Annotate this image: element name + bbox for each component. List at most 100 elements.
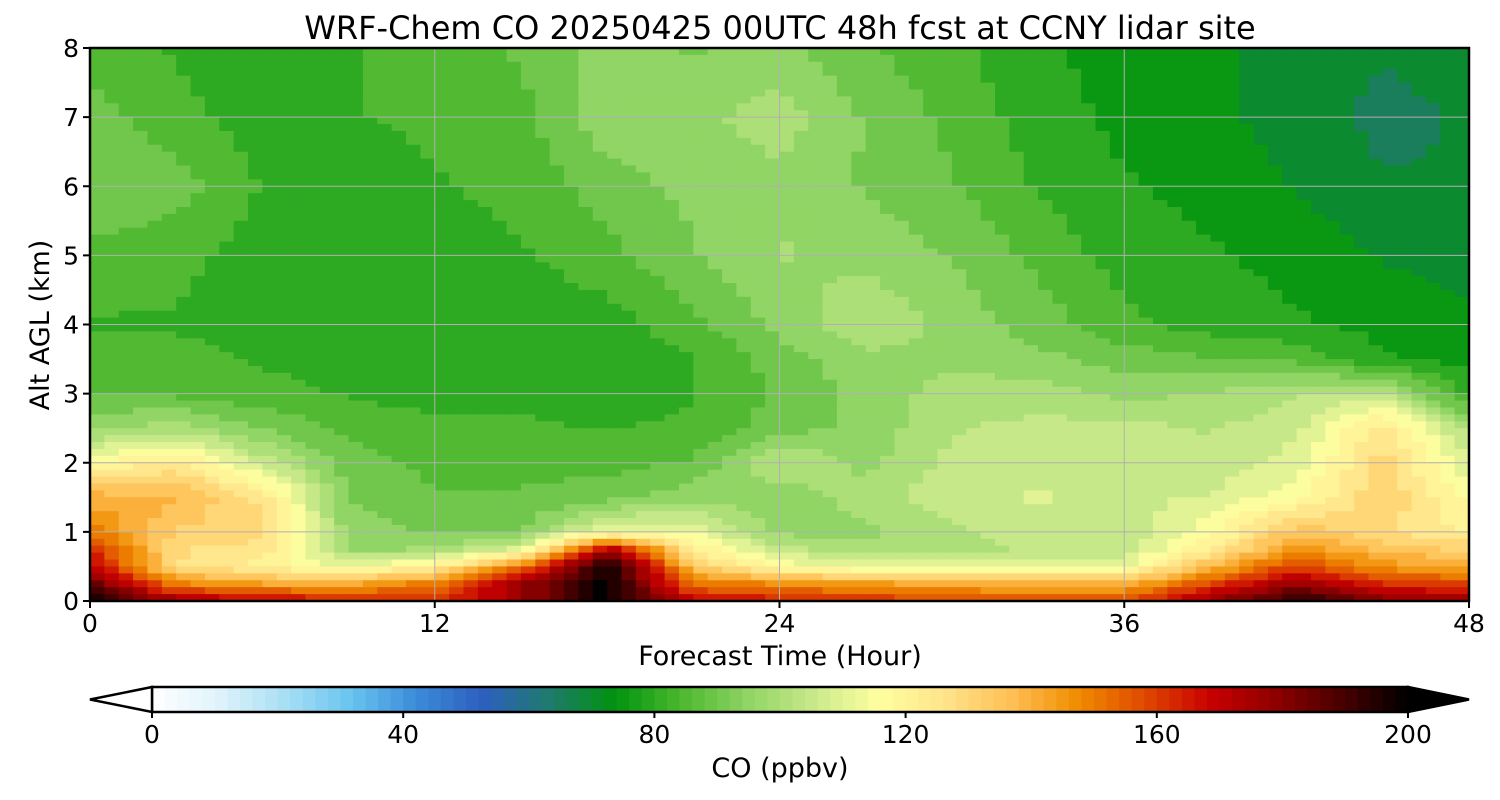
heat-cell: [880, 220, 896, 229]
heat-cell: [951, 234, 967, 243]
heat-cell: [1210, 296, 1226, 305]
heat-cell: [406, 186, 421, 194]
heat-cell: [937, 248, 953, 256]
heat-cell: [1310, 96, 1326, 104]
heat-cell: [104, 345, 120, 353]
heat-cell: [233, 193, 249, 201]
heat-cell: [1339, 372, 1355, 381]
heat-cell: [1095, 400, 1111, 409]
heat-cell: [291, 54, 307, 63]
heat-cell: [1239, 269, 1255, 277]
heat-cell: [1023, 276, 1039, 284]
heat-cell: [1196, 338, 1212, 346]
heat-cell: [233, 303, 249, 312]
heat-cell: [980, 234, 996, 243]
heat-cell: [693, 206, 709, 215]
heat-cell: [923, 82, 939, 91]
heat-cell: [1066, 137, 1082, 146]
heat-cell: [765, 400, 781, 409]
heat-cell: [248, 262, 263, 270]
heat-cell: [118, 130, 134, 139]
heat-cell: [535, 262, 551, 270]
heat-cell: [348, 393, 364, 402]
heat-cell: [1196, 158, 1212, 167]
heat-cell: [722, 89, 737, 97]
heat-cell: [894, 103, 910, 111]
heat-cell: [1253, 241, 1269, 250]
heat-cell: [1425, 213, 1441, 222]
heat-cell: [190, 130, 206, 139]
heat-cell: [1095, 200, 1111, 208]
heat-cell: [104, 61, 120, 70]
heat-cell: [1023, 48, 1039, 56]
heat-cell: [951, 324, 967, 333]
heat-cell: [1081, 61, 1097, 70]
heat-cell: [621, 283, 637, 291]
heat-cell: [348, 269, 364, 277]
heat-cell: [808, 393, 824, 402]
heat-cell: [406, 200, 421, 208]
heat-cell: [1411, 345, 1427, 353]
heat-cell: [621, 213, 637, 222]
heat-cell: [1081, 186, 1097, 194]
heat-cell: [664, 386, 680, 395]
heat-cell: [635, 48, 651, 56]
heat-cell: [319, 331, 335, 339]
heat-cell: [865, 172, 881, 180]
heat-cell: [1066, 220, 1082, 229]
heat-cell: [1310, 124, 1326, 132]
heat-cell: [319, 82, 335, 91]
heat-cell: [1411, 151, 1427, 160]
heat-cell: [276, 276, 292, 284]
heat-cell: [607, 303, 623, 312]
heat-cell: [1095, 372, 1111, 381]
heat-cell: [1253, 165, 1269, 174]
heat-cell: [104, 317, 120, 326]
heat-cell: [1253, 96, 1269, 104]
heat-cell: [1023, 338, 1039, 346]
heat-cell: [880, 338, 896, 346]
heat-cell: [1253, 276, 1269, 284]
heat-cell: [578, 310, 594, 319]
heat-cell: [650, 241, 666, 250]
heat-cell: [966, 393, 982, 402]
heat-cell: [808, 352, 824, 360]
heat-cell: [779, 206, 795, 215]
heat-cell: [176, 144, 192, 153]
heat-cell: [90, 338, 105, 346]
heat-cell: [1339, 241, 1355, 250]
heat-cell: [937, 137, 953, 146]
heat-cell: [1081, 117, 1097, 125]
heat-cell: [607, 68, 623, 77]
heat-cell: [808, 68, 824, 77]
heat-cell: [520, 248, 536, 256]
heat-cell: [1167, 331, 1183, 339]
heat-cell: [133, 407, 149, 415]
heat-cell: [90, 103, 105, 111]
heat-cell: [1109, 345, 1125, 353]
heat-cell: [865, 379, 881, 388]
heat-cell: [1440, 303, 1456, 312]
heat-cell: [463, 82, 479, 91]
heat-cell: [362, 82, 378, 91]
heat-cell: [923, 200, 939, 208]
heat-cell: [420, 158, 436, 167]
heat-cell: [248, 96, 263, 104]
heat-cell: [736, 393, 752, 402]
heat-cell: [1310, 89, 1326, 97]
heat-cell: [994, 227, 1010, 236]
heat-cell: [865, 130, 881, 139]
heat-cell: [908, 338, 924, 346]
heat-cell: [966, 372, 982, 381]
heat-cell: [434, 241, 450, 250]
heat-cell: [449, 68, 465, 77]
heat-cell: [592, 124, 608, 132]
heat-cell: [592, 248, 608, 256]
heat-cell: [1052, 386, 1068, 395]
heat-cell: [90, 82, 105, 91]
heat-cell: [319, 179, 335, 187]
heat-cell: [492, 234, 508, 243]
heat-cell: [851, 151, 867, 160]
heat-cell: [693, 144, 709, 153]
heat-cell: [549, 48, 565, 56]
